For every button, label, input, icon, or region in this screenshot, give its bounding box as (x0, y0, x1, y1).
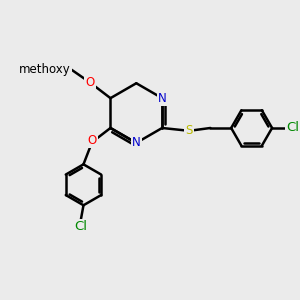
Text: methoxy: methoxy (18, 63, 70, 76)
Text: methoxy: methoxy (20, 63, 71, 76)
Text: S: S (185, 124, 193, 137)
Text: O: O (85, 76, 94, 89)
Text: O: O (87, 134, 97, 147)
Text: CH₃: CH₃ (48, 63, 70, 76)
Text: Cl: Cl (74, 220, 87, 233)
Text: N: N (158, 92, 167, 105)
Text: N: N (132, 136, 141, 149)
Text: Cl: Cl (286, 122, 299, 134)
